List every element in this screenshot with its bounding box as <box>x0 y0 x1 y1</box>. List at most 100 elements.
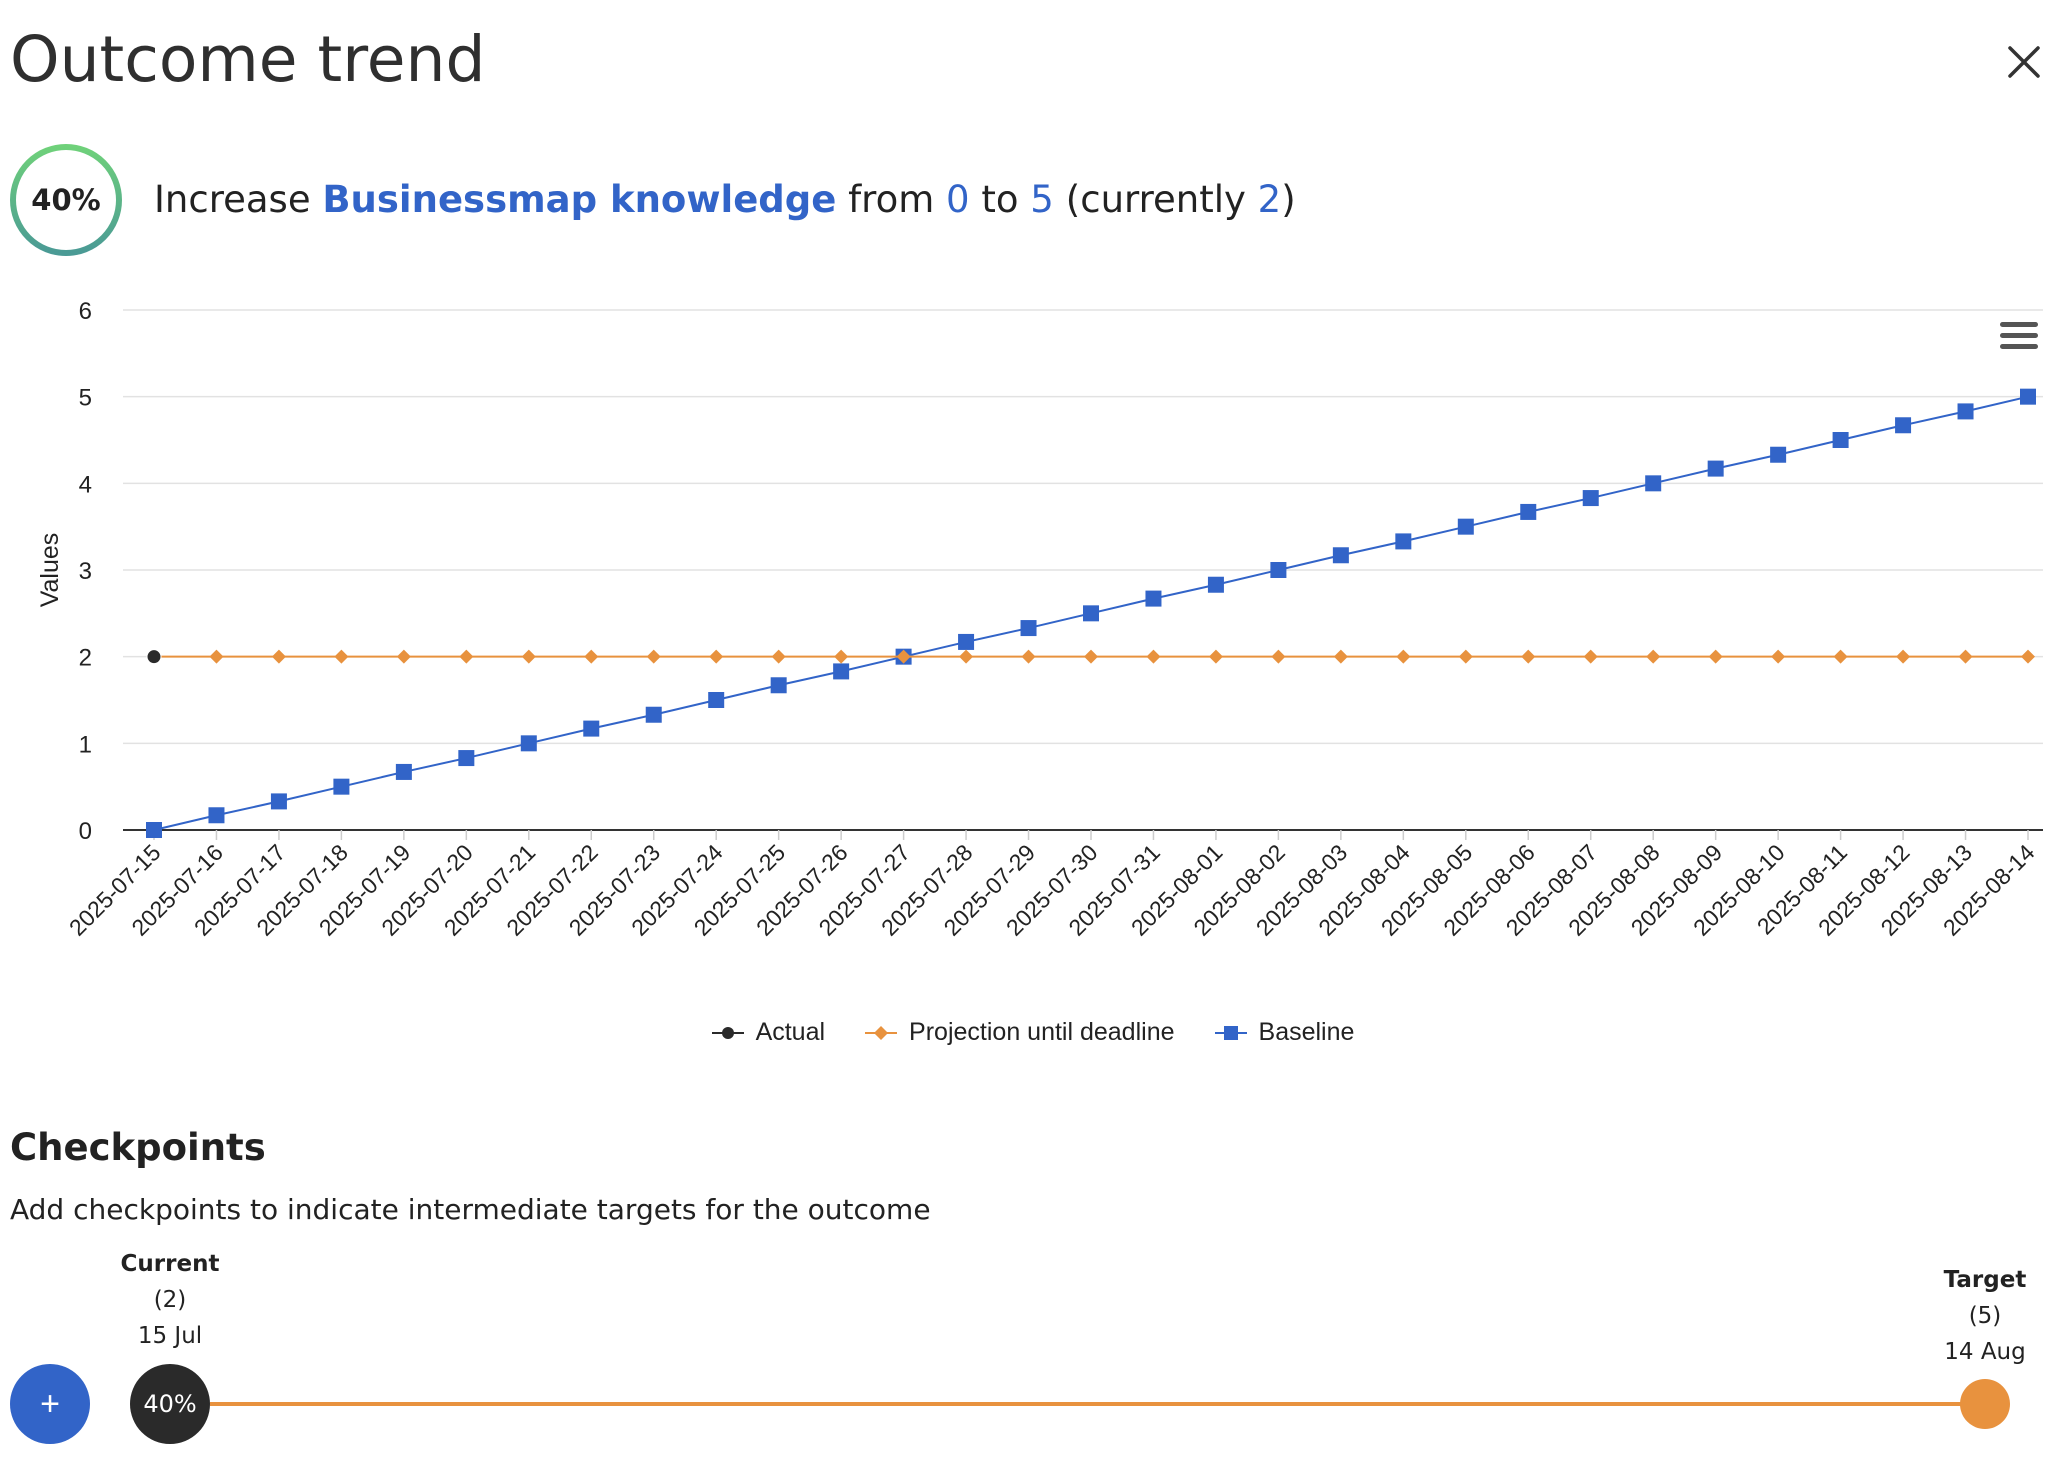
baseline-point <box>833 663 850 680</box>
baseline-point <box>1020 620 1037 637</box>
projection-point <box>1208 649 1223 664</box>
projection-point <box>1896 649 1911 664</box>
y-tick-label: 3 <box>79 558 92 585</box>
baseline-point <box>146 822 162 838</box>
projection-point <box>1646 649 1661 664</box>
outcome-trend-chart: 0 1 2 3 4 5 6 Values 2025-07-15 2025-07-16 2025-07… <box>0 280 2066 1070</box>
baseline-point <box>645 706 662 723</box>
projection-point <box>646 649 661 664</box>
legend-square-icon <box>1214 1025 1247 1040</box>
projection-point <box>1084 649 1098 664</box>
checkpoints-description: Add checkpoints to indicate intermediate… <box>10 1193 931 1226</box>
chart-svg: 0123456Values2025-07-152025-07-162025-07… <box>36 298 2043 941</box>
checkpoint-timeline-line <box>210 1402 1970 1406</box>
projection-point <box>1708 649 1723 664</box>
baseline-point <box>770 677 787 694</box>
projection-point <box>709 649 724 664</box>
projection-point <box>271 649 286 664</box>
chart-menu-button[interactable] <box>2000 322 2038 356</box>
close-button[interactable] <box>2000 38 2048 86</box>
projection-point <box>459 649 474 664</box>
legend-circle-icon <box>711 1026 744 1039</box>
target-checkpoint-value: (5) <box>1968 1303 2002 1329</box>
y-tick-label: 5 <box>79 385 92 412</box>
current-checkpoint-date: 15 Jul <box>137 1323 203 1349</box>
baseline-point <box>333 778 350 795</box>
projection-point <box>1021 649 1036 664</box>
projection-point <box>1271 649 1286 664</box>
baseline-point <box>2020 388 2036 405</box>
projection-point <box>834 649 849 664</box>
chart-legend: Actual Projection until deadline Baselin… <box>0 1018 2066 1047</box>
projection-point <box>1833 649 1848 664</box>
baseline-point <box>270 793 287 810</box>
target-value: 5 <box>1030 178 1054 221</box>
y-tick-label: 6 <box>79 298 92 325</box>
baseline-point <box>1145 590 1162 607</box>
target-checkpoint-label: Target (5) 14 Aug <box>1920 1262 2050 1370</box>
projection-point <box>1958 649 1973 664</box>
checkpoints-title: Checkpoints <box>10 1126 266 1169</box>
y-tick-label: 1 <box>79 731 92 758</box>
projection-point <box>1333 649 1348 664</box>
baseline-point <box>1957 403 1974 420</box>
y-axis-label: Values <box>36 533 64 608</box>
baseline-point <box>1832 432 1849 448</box>
baseline-point <box>1083 605 1099 622</box>
projection-point <box>2021 649 2035 664</box>
baseline-point <box>1582 490 1599 507</box>
baseline-point <box>583 720 600 737</box>
from-word: from <box>848 178 935 221</box>
current-value: 2 <box>1257 178 1282 221</box>
actual-point <box>146 649 162 665</box>
projection-point <box>959 649 974 664</box>
baseline-point <box>208 807 225 824</box>
legend-item-projection[interactable]: Projection until deadline <box>865 1018 1175 1047</box>
menu-icon <box>2000 322 2038 327</box>
target-checkpoint-title: Target <box>1943 1267 2027 1293</box>
add-checkpoint-button[interactable]: + <box>10 1364 90 1444</box>
current-checkpoint-value: (2) <box>153 1287 187 1313</box>
y-tick-label: 4 <box>79 471 92 498</box>
baseline-point <box>1645 475 1662 492</box>
projection-point <box>1458 649 1473 664</box>
y-tick-label: 0 <box>79 818 92 845</box>
projection-point <box>1146 649 1161 664</box>
outcome-verb: Increase <box>154 178 311 221</box>
projection-point <box>771 649 786 664</box>
projection-point <box>584 649 599 664</box>
currently-close: ) <box>1281 178 1296 221</box>
current-checkpoint-marker[interactable]: 40% <box>130 1364 210 1444</box>
projection-point <box>1771 649 1786 664</box>
legend-label-actual: Actual <box>755 1018 826 1046</box>
baseline-point <box>1270 562 1287 578</box>
projection-point <box>896 649 911 664</box>
to-word: to <box>981 178 1019 221</box>
outcome-sentence: Increase Businessmap knowledge from 0 to… <box>154 176 1296 224</box>
current-checkpoint-title: Current <box>120 1251 220 1277</box>
legend-item-actual[interactable]: Actual <box>711 1018 826 1047</box>
baseline-point <box>1332 547 1349 564</box>
legend-label-baseline: Baseline <box>1258 1018 1355 1046</box>
legend-item-baseline[interactable]: Baseline <box>1214 1018 1355 1047</box>
baseline-point <box>1457 518 1474 535</box>
target-checkpoint-marker[interactable] <box>1960 1379 2010 1429</box>
projection-point <box>521 649 536 664</box>
start-value: 0 <box>946 178 970 221</box>
projection-point <box>1583 649 1598 664</box>
baseline-point <box>1207 576 1224 593</box>
projection-point <box>1521 649 1536 664</box>
target-checkpoint-date: 14 Aug <box>1944 1339 2026 1365</box>
plus-icon: + <box>40 1384 60 1423</box>
projection-point <box>334 649 349 664</box>
legend-diamond-icon <box>865 1025 898 1040</box>
outcome-metric-link[interactable]: Businessmap knowledge <box>322 178 837 221</box>
baseline-point <box>520 735 537 752</box>
baseline-point <box>1707 460 1724 477</box>
page-title: Outcome trend <box>10 23 486 96</box>
baseline-point <box>1395 533 1412 550</box>
y-tick-label: 2 <box>79 645 92 672</box>
progress-ring-icon <box>10 144 122 256</box>
current-checkpoint-progress: 40% <box>143 1390 197 1418</box>
progress-ring: 40% <box>8 142 124 258</box>
